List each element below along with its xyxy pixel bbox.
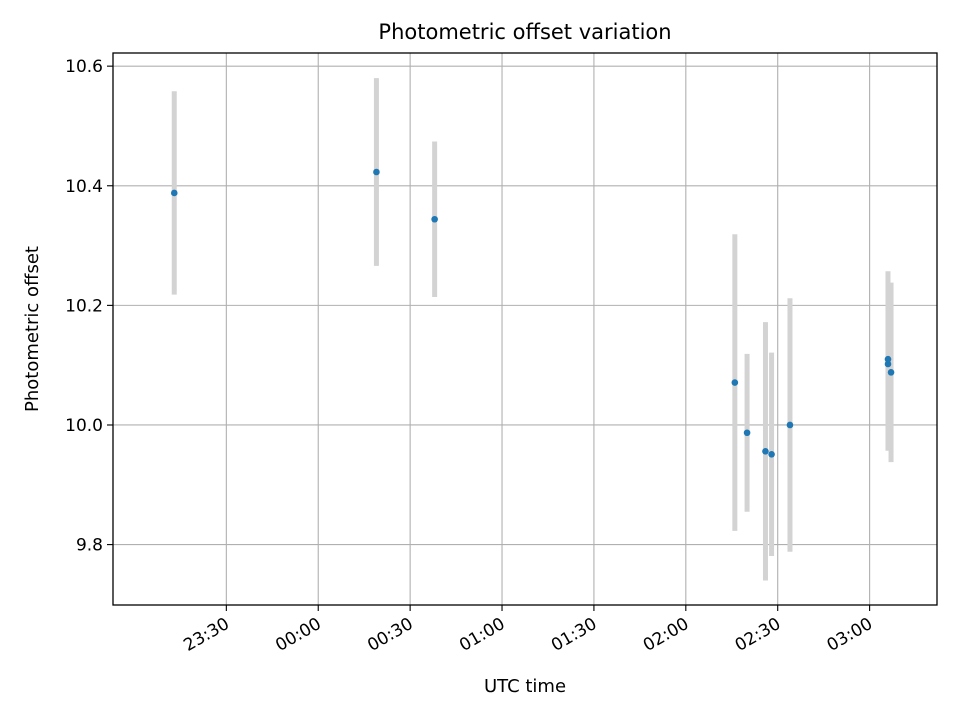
y-tick-label: 9.8	[76, 536, 103, 556]
x-axis-label: UTC time	[484, 676, 566, 697]
data-point	[786, 421, 794, 429]
chart-title: Photometric offset variation	[378, 20, 671, 44]
data-point	[884, 355, 892, 363]
data-point	[762, 448, 769, 455]
data-point	[887, 369, 895, 376]
data-points	[170, 168, 895, 458]
y-axis-ticks: 9.8 10.0 10.2 10.4 10.6	[65, 57, 113, 556]
data-point	[170, 189, 178, 197]
data-point	[731, 379, 739, 386]
y-tick-label: 10.6	[65, 57, 103, 77]
data-point	[431, 215, 438, 223]
data-point	[884, 360, 892, 368]
y-tick-label: 10.4	[65, 177, 103, 197]
data-point	[768, 450, 775, 458]
data-point	[373, 168, 380, 176]
y-axis-label: Photometric offset	[22, 246, 43, 412]
plot-frame	[112, 52, 938, 606]
grid	[113, 53, 937, 605]
data-point	[743, 429, 751, 437]
y-tick-label: 10.2	[65, 296, 103, 316]
y-tick-label: 10.0	[65, 416, 103, 436]
